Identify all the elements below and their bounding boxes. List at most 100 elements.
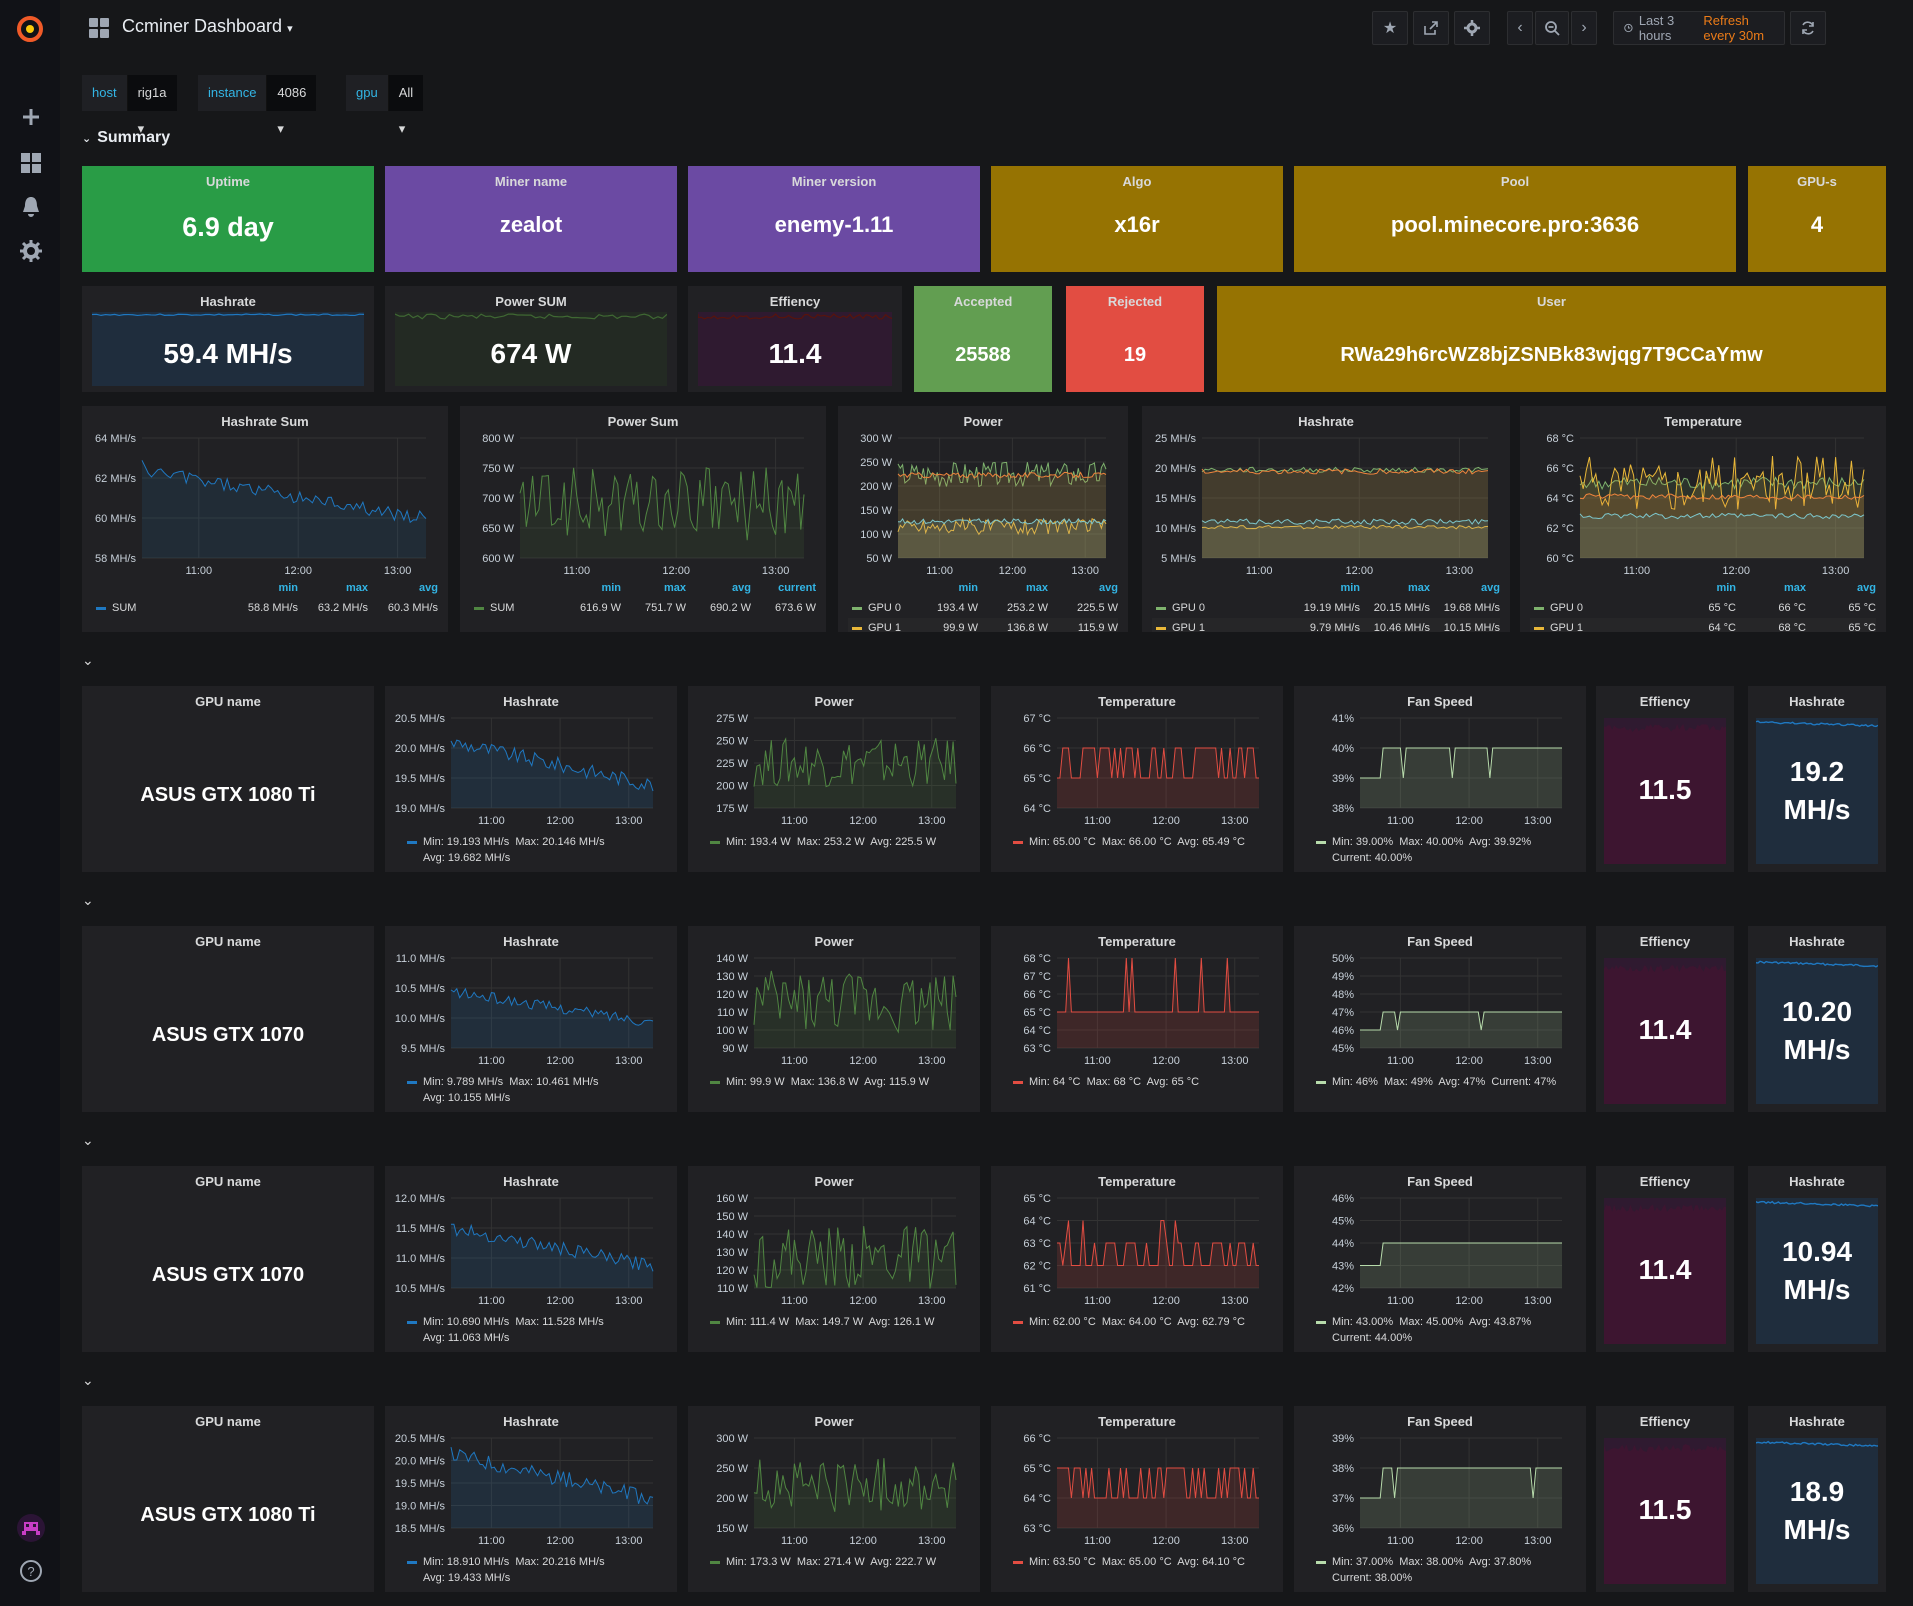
legend-row[interactable]: Min: 193.4 W Max: 253.2 W Avg: 225.5 W [710,834,972,850]
x-tick-label: 11:00 [185,565,212,577]
share-button[interactable] [1413,11,1449,45]
refresh-icon [1802,21,1814,35]
x-tick-label: 13:00 [1221,1535,1249,1547]
y-tick-label: 67 °C [1023,971,1051,983]
legend-row[interactable]: Min: 173.3 W Max: 271.4 W Avg: 222.7 W [710,1554,972,1570]
grafana-logo-icon[interactable] [15,14,45,44]
y-tick-label: 39% [1332,773,1354,785]
row-toggle[interactable]: ⌄ [82,1372,94,1388]
y-tick-label: 47% [1332,1007,1354,1019]
y-tick-label: 43% [1332,1261,1354,1273]
legend-series-name: GPU 1 [1172,622,1206,632]
time-forward-button[interactable]: › [1571,11,1597,45]
legend-text: Min: 64 °C Max: 68 °C Avg: 65 °C [1029,1076,1200,1088]
gear-icon[interactable] [18,238,44,264]
y-tick-label: 120 W [716,989,748,1001]
sparkline-area [1604,1204,1726,1344]
variable-instance-select[interactable]: 4086 ▾ [267,75,317,136]
refresh-button[interactable] [1790,11,1826,45]
graph-canvas: 12.0 MH/s 11.5 MH/s 11.0 MH/s 10.5 MH/s 11:0… [395,1193,654,1307]
legend-text: Min: 62.00 °C Max: 64.00 °C Avg: 62.79 °… [1029,1316,1245,1328]
legend-row[interactable]: GPU 1 99.9 W 136.8 W 115.9 W [848,618,1118,632]
dashboards-icon[interactable] [18,150,44,176]
legend-row[interactable]: GPU 1 64 °C 68 °C 65 °C [1530,618,1876,632]
legend-row[interactable]: GPU 1 9.79 MH/s 10.46 MH/s 10.15 MH/s [1152,618,1500,632]
y-tick-label: 41% [1332,713,1354,725]
stat-title: Effiency [1639,1174,1691,1189]
legend-row[interactable]: Min: 10.690 MH/s Max: 11.528 MH/s [407,1314,669,1330]
legend-row[interactable]: Min: 65.00 °C Max: 66.00 °C Avg: 65.49 °… [1013,834,1275,850]
legend-row[interactable]: SUM 58.8 MH/s 63.2 MH/s 60.3 MH/s [92,598,438,618]
graph-title: Hashrate [503,1174,559,1189]
star-button[interactable]: ★ [1372,11,1408,45]
graph-title: Power [814,934,854,949]
y-tick-label: 200 W [716,1493,748,1505]
y-tick-label: 10.5 MH/s [395,1283,446,1295]
x-tick-label: 12:00 [849,1535,877,1547]
row-toggle[interactable]: ⌄ [82,1132,94,1148]
y-tick-label: 10.5 MH/s [395,983,446,995]
legend-row[interactable]: Min: 63.50 °C Max: 65.00 °C Avg: 64.10 °… [1013,1554,1275,1570]
bell-icon[interactable] [18,194,44,220]
avatar[interactable] [16,1513,46,1543]
y-tick-label: 68 °C [1023,953,1051,965]
graph-canvas: 11.0 MH/s 10.5 MH/s 10.0 MH/s 9.5 MH/s 11:00… [395,953,654,1067]
legend-col-header: max [1407,582,1430,594]
legend-row[interactable]: Min: 19.193 MH/s Max: 20.146 MH/s [407,834,669,850]
help-icon[interactable]: ? [18,1558,44,1584]
legend-row[interactable]: GPU 0 65 °C 66 °C 65 °C [1530,598,1876,618]
legend-row[interactable]: Min: 46% Max: 49% Avg: 47% Current: 47% [1316,1074,1578,1090]
gpu-name-panel: GPU name ASUS GTX 1080 Ti [82,1406,374,1592]
legend-row[interactable]: SUM 616.9 W 751.7 W 690.2 W 673.6 W [470,598,816,618]
stat-panel-value: pool.minecore.pro:3636 [1390,212,1640,237]
time-back-button[interactable]: ‹ [1507,11,1533,45]
count-panel-title: User [1537,294,1566,309]
y-tick-label: 250 W [716,736,748,748]
x-tick-label: 13:00 [1446,565,1474,577]
zoom-out-button[interactable] [1535,11,1569,45]
graph-legend: min max avg SUM 58.8 MH/s 63.2 MH/s 60.3 MH/s [92,582,438,618]
stat-title: Effiency [1639,1414,1691,1429]
graph-canvas: 64 MH/s 62 MH/s 60 MH/s 58 MH/s 11:00 12:00 13… [95,433,427,577]
graph-canvas: 68 °C 67 °C 66 °C 65 °C 64 °C 63 °C 11:00 12:00… [1023,953,1259,1067]
x-tick-label: 11:00 [1387,1535,1414,1547]
legend-value: 66 °C [1778,602,1806,614]
row-toggle[interactable]: ⌄ [82,892,94,908]
dashboard-title-button[interactable]: Ccminer Dashboard ▾ [122,16,293,37]
series-line [1360,1467,1562,1499]
legend-header: min max avg [1530,582,1876,598]
cog-icon [1464,20,1480,36]
graph-canvas: 46% 45% 44% 43% 42% 11:00 12:00 13:00 [1332,1193,1562,1307]
legend-row[interactable]: GPU 0 19.19 MH/s 20.15 MH/s 19.68 MH/s [1152,598,1500,618]
graph-legend: min max avg GPU 0 193.4 W 253.2 W 225.5 W GPU 1… [848,582,1118,632]
legend-row[interactable]: Min: 37.00% Max: 38.00% Avg: 37.80% [1316,1554,1578,1570]
count-panel-0: Accepted 25588 [914,286,1052,392]
legend-row[interactable]: Min: 64 °C Max: 68 °C Avg: 65 °C [1013,1074,1275,1090]
legend-swatch [1534,606,1544,610]
y-tick-label: 750 W [482,463,514,475]
variable-instance-label: instance [198,75,268,111]
settings-button[interactable] [1454,11,1490,45]
legend-swatch [1156,626,1166,630]
legend-row[interactable]: Min: 39.00% Max: 40.00% Avg: 39.92% [1316,834,1578,850]
plus-icon[interactable] [18,104,44,130]
legend-row[interactable]: Min: 9.789 MH/s Max: 10.461 MH/s [407,1074,669,1090]
stat-panel-value: 6.9 day [182,212,274,242]
variable-gpu-select[interactable]: All ▾ [388,75,424,136]
time-picker[interactable]: Last 3 hours Refresh every 30m [1613,11,1785,45]
legend-col-header: avg [419,582,438,594]
legend-row[interactable]: Min: 43.00% Max: 45.00% Avg: 43.87% [1316,1314,1578,1330]
legend-row[interactable]: Min: 18.910 MH/s Max: 20.216 MH/s [407,1554,669,1570]
row-toggle[interactable]: ⌄ [82,652,94,668]
legend-col-header: avg [1857,582,1876,594]
graph-legend: Min: 10.690 MH/s Max: 11.528 MH/s Avg: 11… [407,1314,669,1346]
legend-row[interactable]: Min: 99.9 W Max: 136.8 W Avg: 115.9 W [710,1074,972,1090]
variable-host-select[interactable]: rig1a ▾ [127,75,177,136]
legend-row[interactable]: Min: 111.4 W Max: 149.7 W Avg: 126.1 W [710,1314,972,1330]
legend-row[interactable]: Min: 62.00 °C Max: 64.00 °C Avg: 62.79 °… [1013,1314,1275,1330]
legend-row[interactable]: GPU 0 193.4 W 253.2 W 225.5 W [848,598,1118,618]
row-summary-toggle[interactable]: ⌄ Summary [82,129,170,147]
gpu-hashrate-stat-panel: Hashrate 10.94 MH/s [1748,1166,1886,1352]
legend-swatch [407,1080,417,1084]
y-tick-label: 67 °C [1023,713,1051,725]
